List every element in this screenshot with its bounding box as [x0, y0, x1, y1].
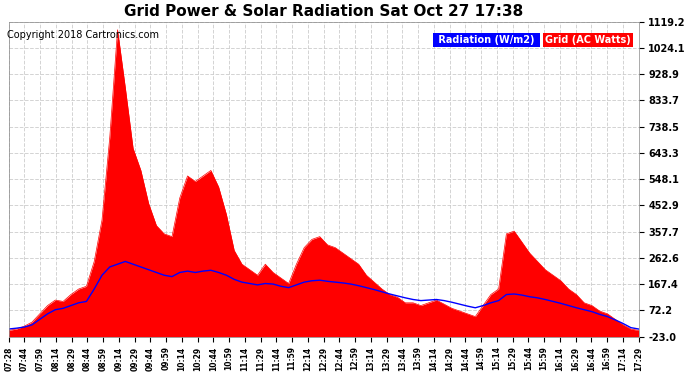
- Text: Radiation (W/m2): Radiation (W/m2): [435, 35, 538, 45]
- Text: Copyright 2018 Cartronics.com: Copyright 2018 Cartronics.com: [7, 30, 159, 39]
- Title: Grid Power & Solar Radiation Sat Oct 27 17:38: Grid Power & Solar Radiation Sat Oct 27 …: [124, 4, 523, 19]
- Text: Grid (AC Watts): Grid (AC Watts): [545, 35, 631, 45]
